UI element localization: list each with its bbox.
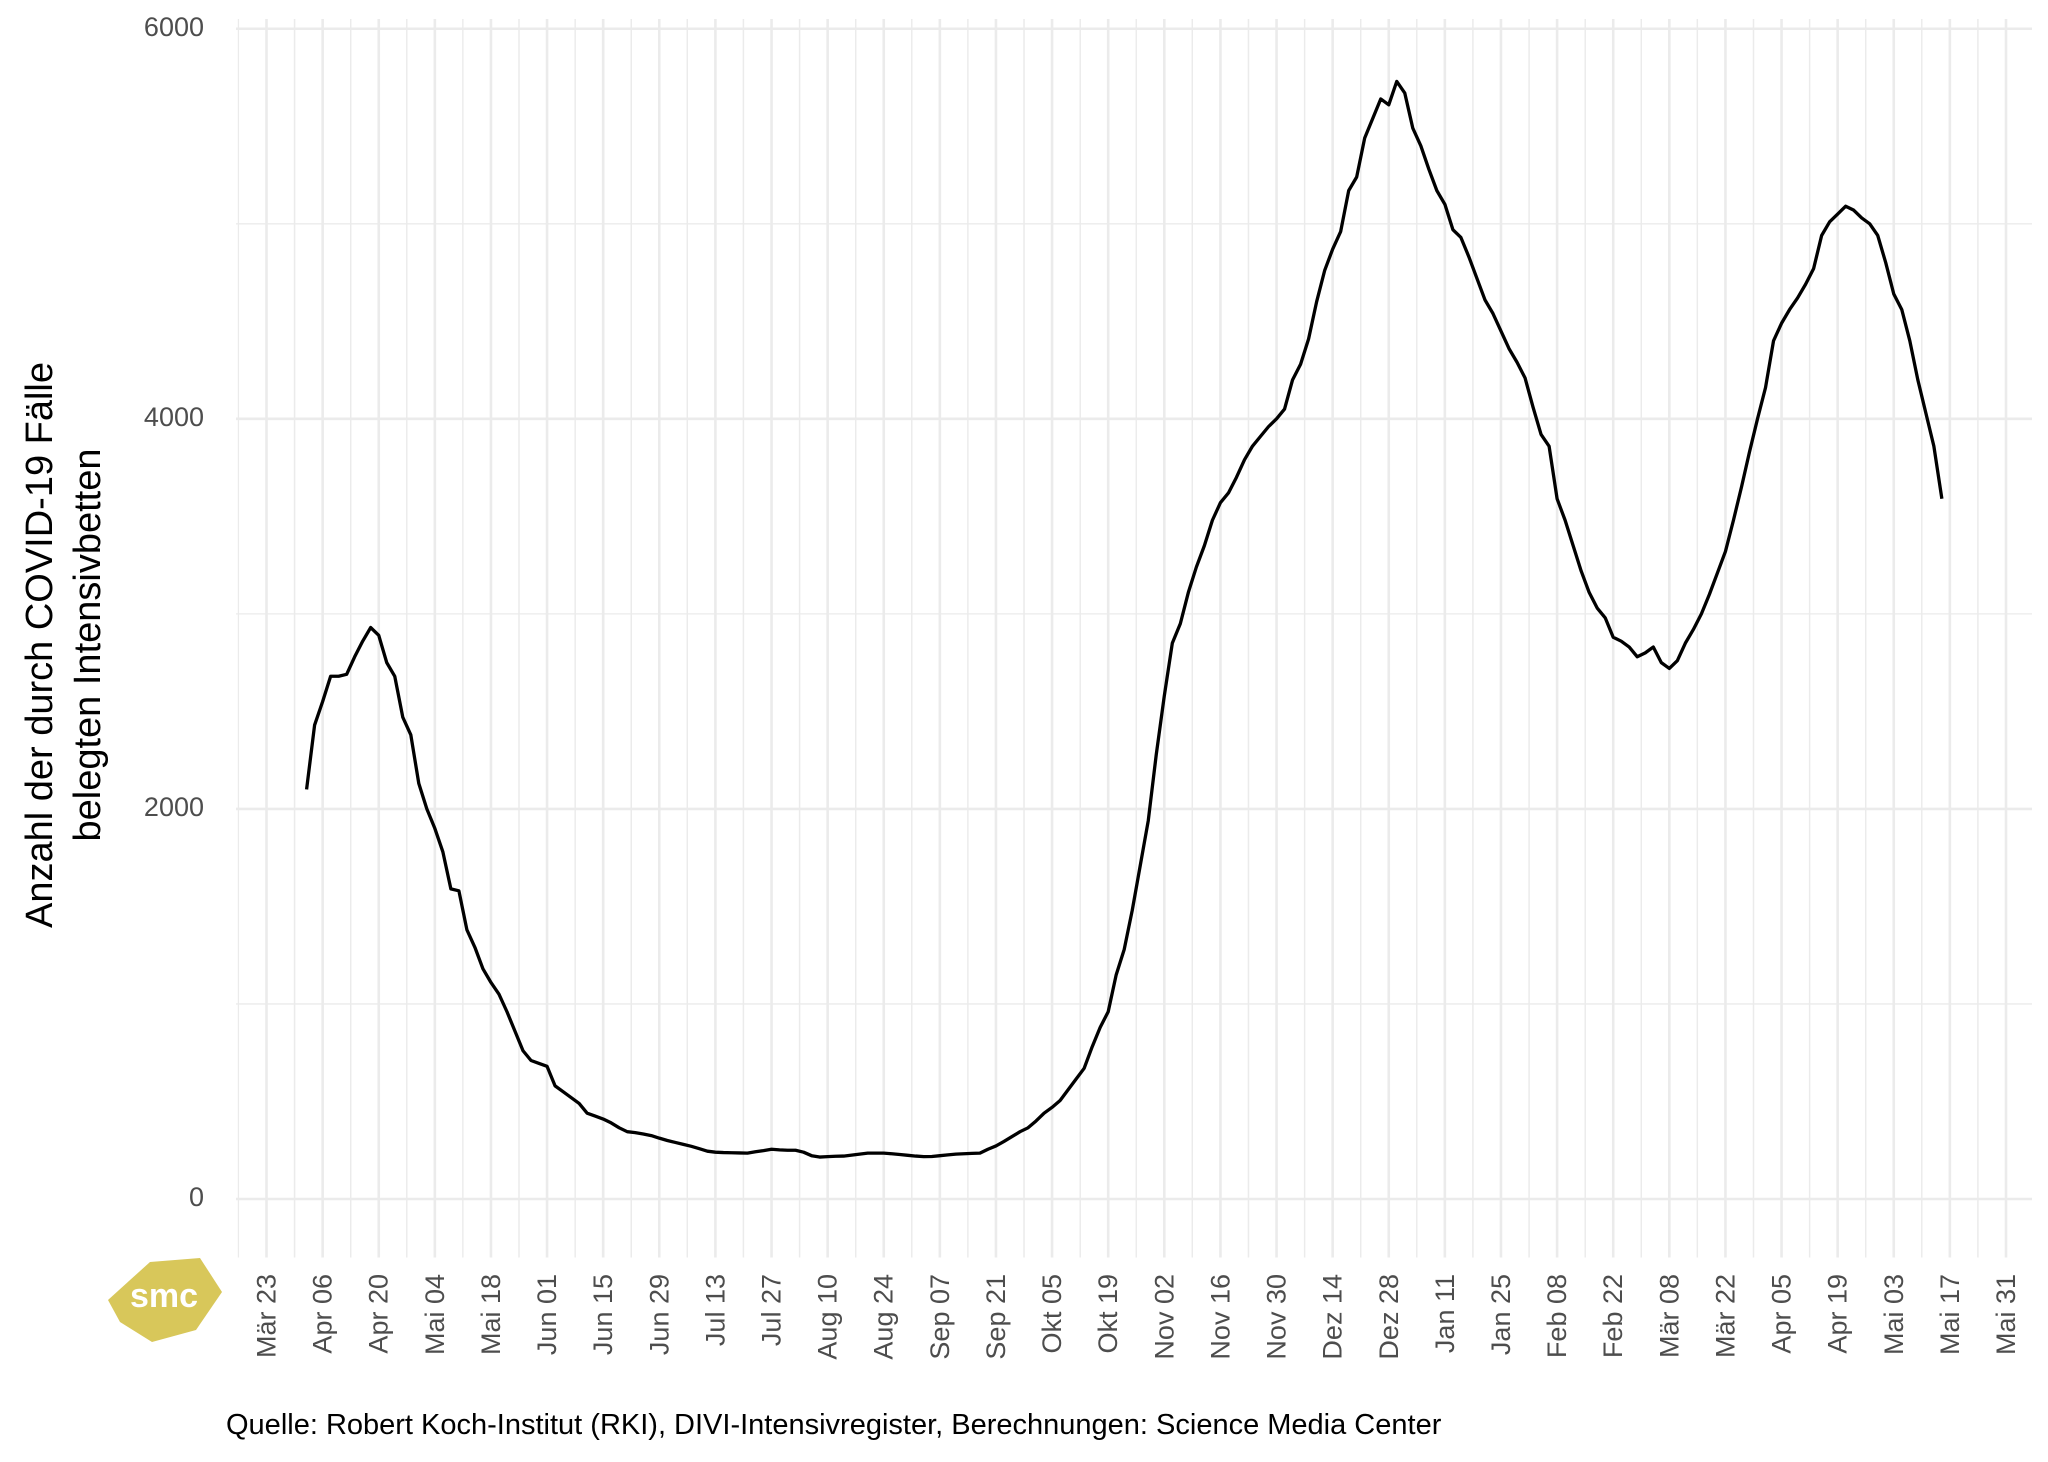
x-tick-label: Jun 15 bbox=[588, 1274, 618, 1355]
y-tick-label: 4000 bbox=[144, 402, 204, 432]
x-tick-label: Jul 13 bbox=[700, 1274, 730, 1346]
x-tick-label: Nov 02 bbox=[1149, 1274, 1179, 1360]
x-tick-label: Jan 25 bbox=[1486, 1274, 1516, 1355]
x-tick-label: Mai 04 bbox=[420, 1274, 450, 1355]
x-tick-label: Jun 01 bbox=[532, 1274, 562, 1355]
x-tick-label: Feb 08 bbox=[1542, 1274, 1572, 1358]
x-tick-label: Sep 07 bbox=[925, 1274, 955, 1360]
x-tick-label: Sep 21 bbox=[981, 1274, 1011, 1360]
x-tick-label: Dez 28 bbox=[1374, 1274, 1404, 1360]
x-tick-label: Mär 22 bbox=[1710, 1274, 1740, 1358]
x-tick-label: Mai 03 bbox=[1879, 1274, 1909, 1355]
x-tick-label: Mai 17 bbox=[1935, 1274, 1965, 1355]
logo-text: smc bbox=[130, 1277, 198, 1315]
x-tick-label: Mai 18 bbox=[476, 1274, 506, 1355]
x-tick-label: Jun 29 bbox=[644, 1274, 674, 1355]
x-tick-label: Apr 06 bbox=[308, 1274, 338, 1354]
x-tick-label: Okt 05 bbox=[1037, 1274, 1067, 1354]
x-tick-label: Apr 20 bbox=[364, 1274, 394, 1354]
x-tick-label: Feb 22 bbox=[1598, 1274, 1628, 1358]
x-tick-label: Aug 10 bbox=[813, 1274, 843, 1360]
x-tick-label: Dez 14 bbox=[1318, 1274, 1348, 1360]
x-tick-label: Okt 19 bbox=[1093, 1274, 1123, 1354]
x-tick-label: Aug 24 bbox=[869, 1274, 899, 1360]
x-tick-label: Mai 31 bbox=[1991, 1274, 2021, 1355]
data-line bbox=[304, 79, 1944, 1159]
x-tick-label: Nov 30 bbox=[1262, 1274, 1292, 1360]
caption: Quelle: Robert Koch-Institut (RKI), DIVI… bbox=[226, 1409, 1442, 1441]
logo: smc bbox=[108, 1258, 222, 1342]
x-tick-label: Nov 16 bbox=[1205, 1274, 1235, 1360]
x-tick-label: Mär 08 bbox=[1654, 1274, 1684, 1358]
y-tick-label: 0 bbox=[189, 1182, 204, 1212]
y-axis-title: Anzahl der durch COVID-19 Fälle bbox=[19, 362, 61, 928]
y-tick-label: 6000 bbox=[144, 12, 204, 42]
x-tick-label: Jul 27 bbox=[757, 1274, 787, 1346]
grid bbox=[236, 19, 2032, 1258]
y-axis-title: belegten Intensivbetten bbox=[67, 449, 109, 842]
logo-shape bbox=[108, 1258, 222, 1342]
x-tick-label: Apr 05 bbox=[1767, 1274, 1797, 1354]
x-tick-label: Apr 19 bbox=[1823, 1274, 1853, 1354]
x-tick-label: Mär 23 bbox=[252, 1274, 282, 1358]
y-tick-label: 2000 bbox=[144, 792, 204, 822]
x-tick-label: Jan 11 bbox=[1430, 1274, 1460, 1353]
